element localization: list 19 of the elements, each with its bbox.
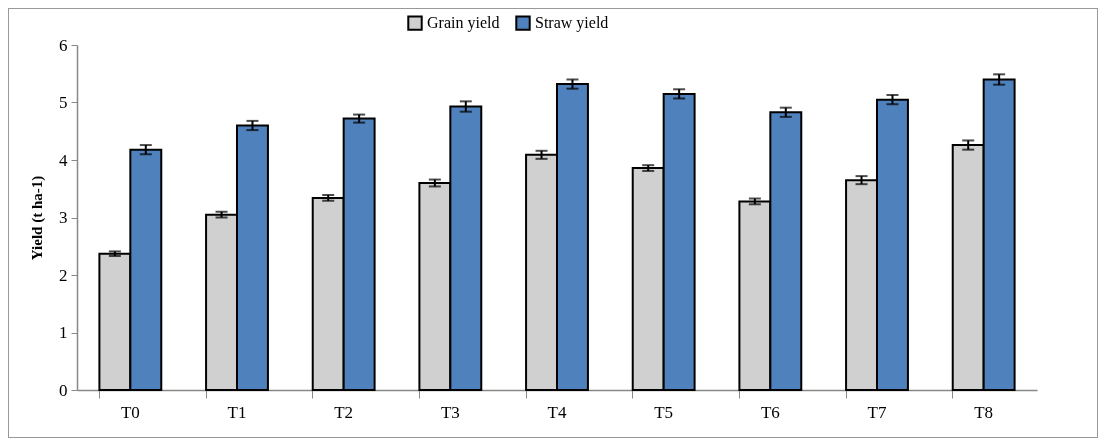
x-tick-label: T7 <box>867 402 887 422</box>
x-tick-label: T6 <box>760 402 780 422</box>
x-tick-label: T0 <box>120 402 140 422</box>
y-axis-title: Yield (t ha-1) <box>29 175 46 261</box>
y-tick-label: 2 <box>59 265 68 285</box>
x-tick-label: T5 <box>654 402 674 422</box>
x-tick-label: T8 <box>974 402 994 422</box>
x-tick-label: T3 <box>440 402 460 422</box>
y-tick-label: 3 <box>59 208 68 227</box>
y-tick-label: 4 <box>59 150 68 170</box>
y-tick-label: 0 <box>59 380 68 400</box>
y-tick-label: 1 <box>59 323 68 342</box>
legend-label: Straw yield <box>535 14 609 33</box>
y-tick-label: 5 <box>59 93 68 112</box>
x-tick-label: T1 <box>227 402 247 422</box>
x-tick-label: T4 <box>547 402 567 422</box>
legend-label: Grain yield <box>427 14 500 33</box>
x-tick-label: T2 <box>334 402 354 422</box>
y-tick-label: 6 <box>59 35 68 55</box>
